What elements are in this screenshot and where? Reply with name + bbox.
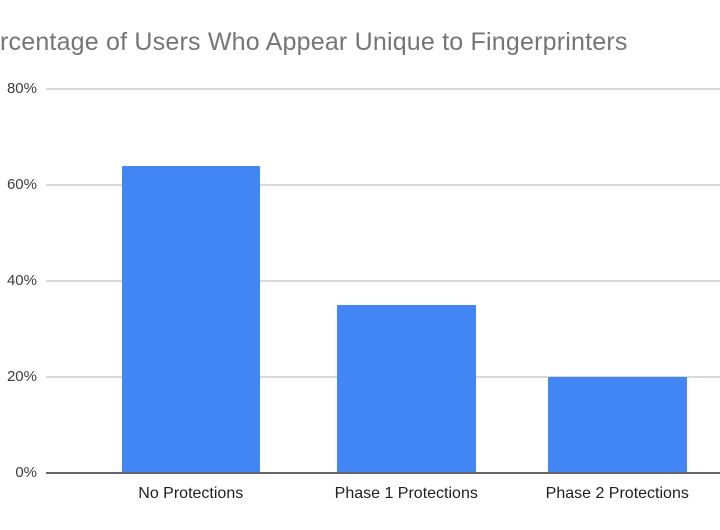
y-axis-tick-label: 0% — [15, 464, 37, 481]
x-axis-label-phase-2-protections: Phase 2 Protections — [545, 485, 689, 502]
y-axis-tick-label: 40% — [6, 272, 37, 289]
y-axis-tick-label: 20% — [6, 368, 37, 385]
x-axis-label-phase-1-protections: Phase 1 Protections — [334, 485, 478, 502]
x-axis-baseline — [46, 472, 720, 474]
bar-no-protections — [121, 165, 260, 473]
y-axis-tick-label: 80% — [6, 80, 37, 97]
gridline-80% — [46, 88, 720, 90]
x-axis-label-no-protections: No Protections — [138, 485, 244, 502]
gridline-60% — [46, 184, 720, 186]
y-axis-tick-label: 60% — [6, 176, 37, 193]
chart-title: rcentage of Users Who Appear Unique to F… — [0, 28, 628, 56]
bar-phase-2-protections — [548, 377, 687, 473]
bar-phase-1-protections — [337, 305, 476, 473]
gridline-40% — [46, 280, 720, 282]
